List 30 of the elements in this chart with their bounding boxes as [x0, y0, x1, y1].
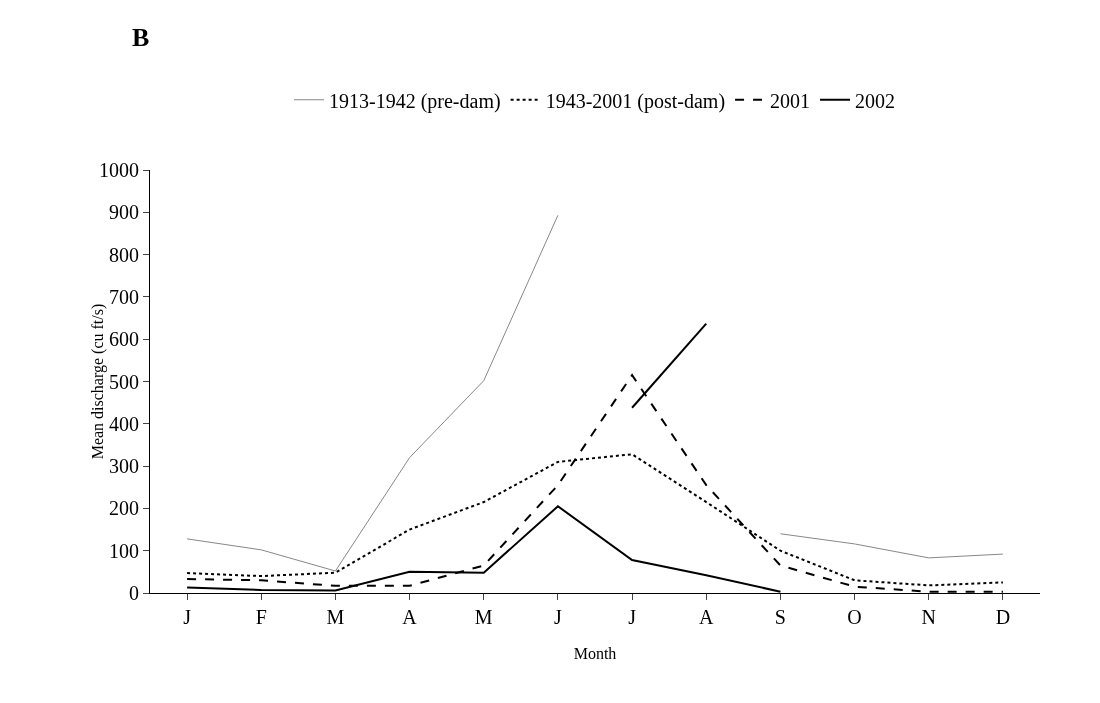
legend-label: 2002 — [855, 89, 896, 112]
x-tick-label: S — [774, 606, 786, 628]
legend-label: 2001 — [770, 89, 811, 112]
y-tick-label: 1000 — [99, 159, 139, 181]
y-tick-label: 200 — [109, 497, 139, 520]
x-tick-label: D — [995, 606, 1011, 628]
x-tick-label: O — [847, 606, 862, 628]
x-tick-label: M — [474, 606, 493, 628]
x-tick-label: M — [326, 606, 345, 628]
y-tick-label: 300 — [109, 455, 139, 478]
y-tick-label: 800 — [109, 243, 139, 266]
x-tick-label: J — [628, 606, 637, 628]
x-tick-label: A — [699, 606, 715, 628]
x-tick-label: J — [554, 606, 563, 628]
y-tick-label: 0 — [129, 582, 139, 604]
y-axis-title: Mean discharge (cu ft/s) — [89, 303, 107, 460]
y-tick-label: 700 — [109, 285, 139, 308]
chart-title: B — [132, 23, 150, 53]
y-tick-label: 400 — [109, 412, 139, 435]
x-tick-label: A — [402, 606, 418, 628]
y-tick-label: 600 — [109, 328, 139, 351]
x-tick-label: J — [183, 606, 192, 628]
y-tick-label: 500 — [109, 370, 139, 393]
legend-label: 1943-2001 (post-dam) — [545, 89, 726, 113]
x-tick-label: F — [255, 606, 267, 628]
x-tick-label: N — [921, 606, 936, 628]
y-tick-label: 100 — [109, 539, 139, 562]
x-axis-title: Month — [573, 644, 617, 662]
y-tick-label: 900 — [109, 201, 139, 224]
legend-label: 1913-1942 (pre-dam) — [329, 89, 501, 113]
